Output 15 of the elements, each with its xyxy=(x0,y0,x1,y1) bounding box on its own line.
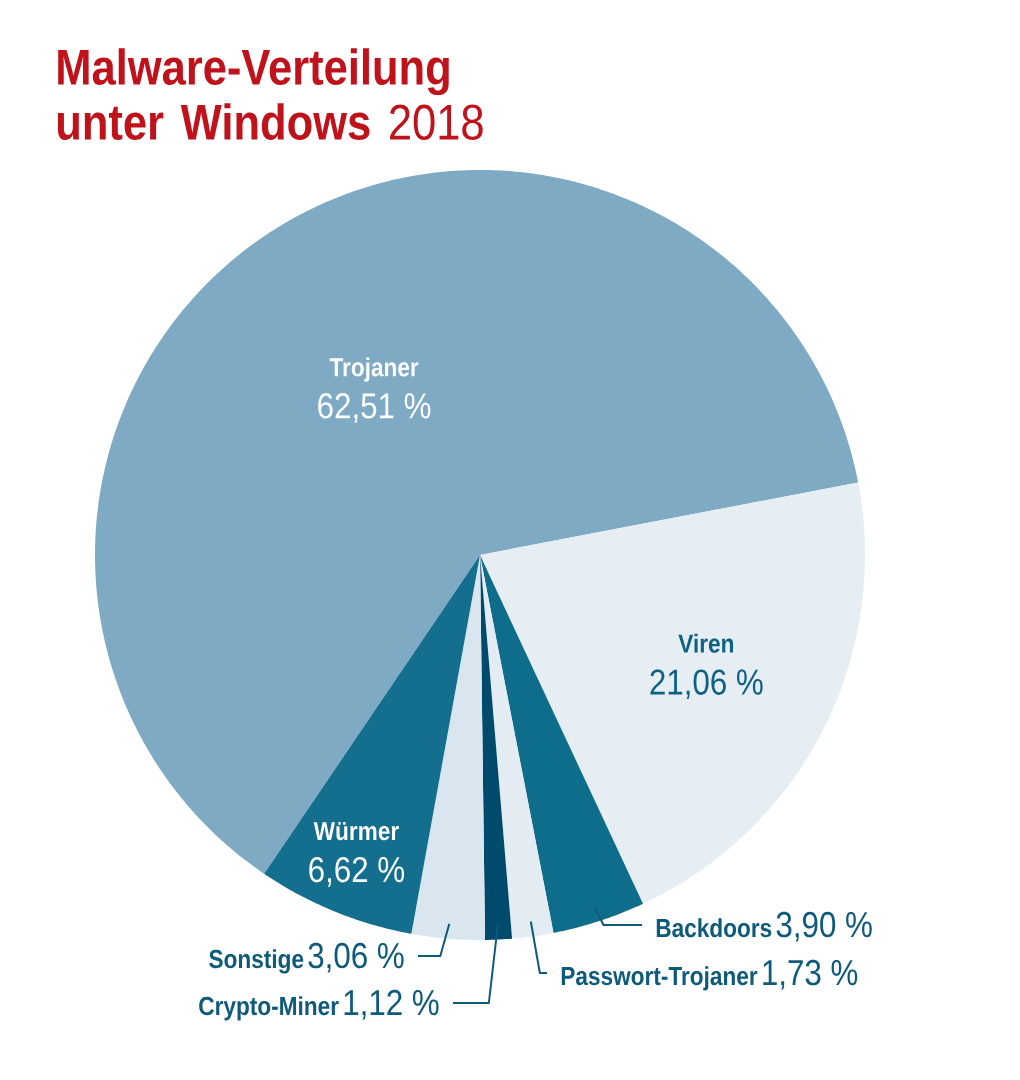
slice-label: Passwort-Trojaner xyxy=(561,966,758,991)
slice-label: Crypto-Miner xyxy=(199,996,339,1021)
data-label: 3,06 % xyxy=(308,942,404,973)
slice-label: Viren xyxy=(678,633,734,653)
data-label: 1,73 % xyxy=(763,959,858,990)
data-label: 6,62 % xyxy=(309,856,405,887)
chart-title: Malware-Verteilung unter Windows 2018 xyxy=(57,48,483,140)
slice-label: Würmer xyxy=(313,822,399,841)
slice-label: Trojaner xyxy=(329,357,419,382)
data-label: 1,12 % xyxy=(344,989,439,1020)
data-label: 3,90 % xyxy=(776,911,872,942)
slice-label: Sonstige xyxy=(209,949,304,974)
data-label: 21,06 % xyxy=(650,669,763,700)
slice-label: Backdoors xyxy=(656,918,772,938)
data-label: 62,51 % xyxy=(318,393,431,423)
